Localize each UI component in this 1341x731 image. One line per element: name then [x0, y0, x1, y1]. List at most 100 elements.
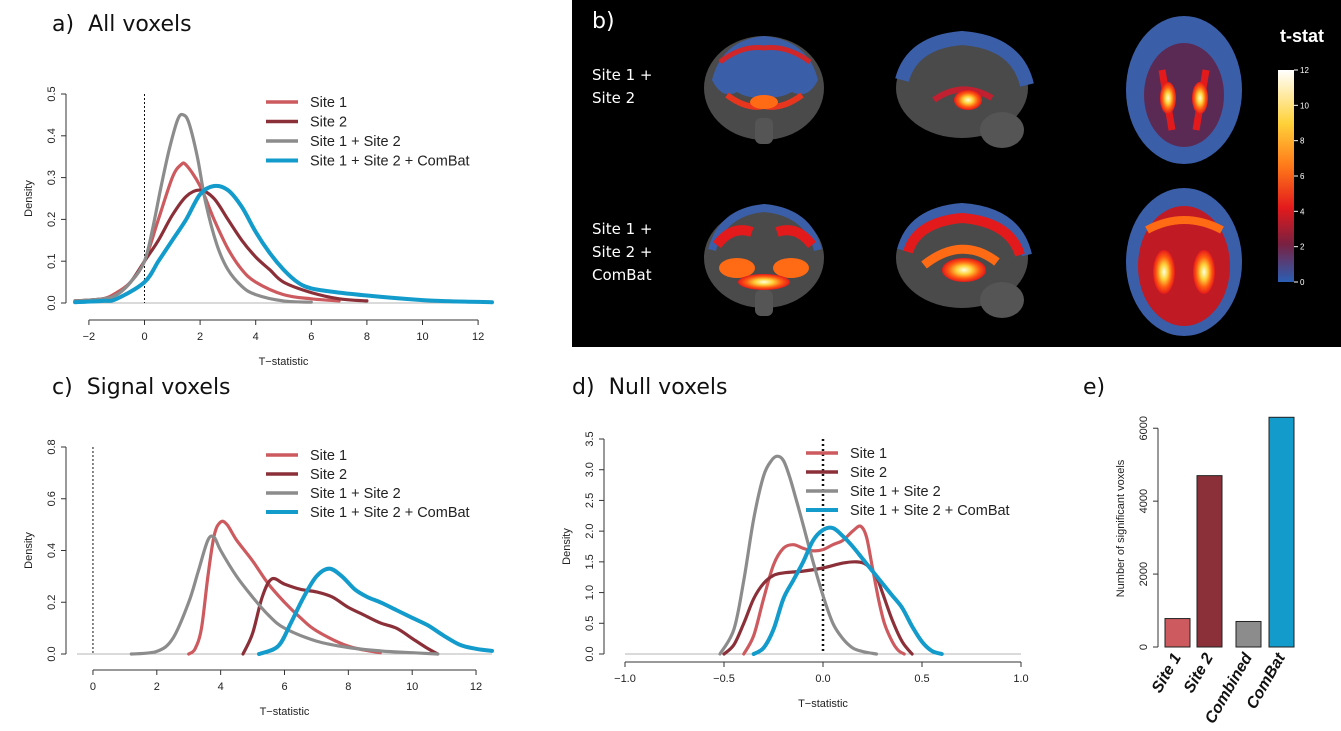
brain-row-1-label: Site 1 + Site 2 [592, 64, 652, 110]
panel-a-series-1-line [73, 161, 341, 303]
panel-a-legend-label-1: Site 1 [310, 95, 347, 111]
panel-b-label: b) [592, 9, 615, 34]
panel-c-x-tick-label: 12 [470, 681, 482, 693]
panel-d-x-tick-label: 0.0 [815, 673, 830, 685]
significant-voxels-bar-chart: 0 2000 4000 6000 Number of significant voxel… [1115, 416, 1295, 727]
panel-c-label: c) [52, 375, 73, 400]
panel-d-title: d) Null voxels [572, 375, 727, 400]
panel-c-x-tick-label: 2 [154, 681, 160, 693]
panel-d-legend-label-2: Site 2 [850, 465, 887, 481]
panel-a-label: a) [52, 12, 75, 37]
brain-row-2-label: Site 1 + Site 2 + ComBat [592, 218, 652, 287]
panel-e-y-tick-label: 0 [1138, 644, 1150, 650]
colorbar-title: t-stat [1280, 26, 1324, 46]
panel-c-title-text: Signal voxels [86, 375, 231, 400]
panel-c-series-1-line [187, 519, 382, 656]
panel-a-title: a) All voxels [52, 12, 192, 37]
brain-row-1-coronal [704, 36, 824, 144]
panel-a-y-tick-label: 0.1 [46, 254, 58, 269]
brain-row-2-line-3: ComBat [592, 266, 652, 284]
panel-c-y-axis-label: Density [23, 532, 35, 569]
panel-d-series-4-line [751, 525, 944, 656]
panel-a-legend-label-4: Site 1 + Site 2 + ComBat [310, 154, 470, 170]
panel-a-y-tick-label: 0.0 [46, 295, 58, 310]
panel-c-x-tick-label: 6 [281, 681, 287, 693]
colorbar-tick-label: 4 [1300, 207, 1305, 216]
panel-d-y-tick-label: 2.5 [584, 493, 596, 508]
panel-d-label: d) [572, 375, 595, 400]
panel-a-series-2-line [73, 188, 369, 303]
panel-c-title: c) Signal voxels [52, 375, 231, 400]
panel-a-series-4-line [73, 183, 494, 305]
panel-d-series-3-line [718, 454, 879, 656]
panel-a-title-text: All voxels [88, 12, 192, 37]
panel-e-y-axis-label: Number of significant voxels [1115, 459, 1127, 597]
panel-c-y-tick-label: 0.4 [46, 543, 58, 558]
panel-e-bar-combat [1268, 416, 1295, 648]
brain-maps-panel: b) Site 1 + Site 2 Site 1 + Site 2 + Com… [572, 0, 1341, 347]
panel-d-x-axis-label: T−statistic [798, 698, 848, 710]
panel-d-legend-label-1: Site 1 [850, 446, 887, 462]
brain-row-1-axial [1126, 16, 1242, 164]
panel-a-y-tick-label: 0.4 [46, 128, 58, 143]
panel-d-series-1-line [742, 524, 906, 656]
panel-a-x-tick-label: 2 [197, 331, 203, 343]
brain-row-1-sagittal [895, 30, 1034, 148]
colorbar [1278, 70, 1294, 282]
signal-voxels-chart: 0.0 0.2 0.4 0.6 0.8 0 2 4 6 8 10 12 T−statistic Densi… [23, 439, 494, 718]
brain-row-2-coronal [704, 203, 824, 316]
brain-row-1-line-2: Site 2 [592, 89, 636, 107]
brain-row-2-line-1: Site 1 + [592, 220, 653, 238]
panel-d-x-tick-label: −1.0 [614, 673, 636, 685]
panel-a-x-tick-label: 0 [141, 331, 147, 343]
panel-c-series-4-line [257, 566, 494, 656]
panel-c-legend-label-2: Site 2 [310, 467, 347, 483]
panel-d-legend-label-3: Site 1 + Site 2 [850, 484, 941, 500]
panel-d-y-tick-label: 1.5 [584, 554, 596, 569]
brain-row-2-line-2: Site 2 + [592, 243, 653, 261]
panel-a-x-tick-label: 6 [308, 331, 314, 343]
panel-d-y-tick-label: 0.5 [584, 616, 596, 631]
panel-c-y-tick-label: 0.6 [46, 491, 58, 506]
panel-e-bar-site-1 [1164, 618, 1191, 648]
panel-e-label: e) [1083, 375, 1106, 400]
panel-a-x-tick-label: 10 [416, 331, 428, 343]
panel-c-y-tick-label: 0.8 [46, 439, 58, 454]
panel-c-series-2-line [241, 576, 440, 656]
panel-a-y-tick-label: 0.5 [46, 86, 58, 101]
panel-d-legend-label-4: Site 1 + Site 2 + ComBat [850, 503, 1010, 519]
colorbar-tick-label: 12 [1300, 66, 1309, 75]
colorbar-tick-label: 8 [1300, 137, 1305, 146]
panel-d-x-tick-label: 1.0 [1013, 673, 1028, 685]
panel-a-x-tick-label: 8 [364, 331, 370, 343]
panel-d-y-tick-label: 3.0 [584, 462, 596, 477]
panel-a-x-tick-label: 4 [253, 331, 259, 343]
panel-e-bar-combined [1235, 620, 1262, 648]
panel-d-y-tick-label: 2.0 [584, 523, 596, 538]
panel-e-title: e) [1083, 375, 1105, 400]
panel-e-y-tick-label: 6000 [1138, 416, 1150, 440]
panel-d-series-2-line [722, 560, 914, 656]
brain-row-1-line-1: Site 1 + [592, 66, 653, 84]
panel-a-x-tick-label: 12 [472, 331, 484, 343]
panel-d-y-tick-label: 0.0 [584, 646, 596, 661]
panel-e-bar-site-2 [1196, 475, 1223, 648]
panel-e-category-label: Site 1 [1149, 650, 1185, 696]
panel-e-y-tick-label: 4000 [1138, 489, 1150, 513]
panel-d-y-tick-label: 1.0 [584, 585, 596, 600]
panel-c-y-tick-label: 0.2 [46, 595, 58, 610]
panel-a-legend-label-2: Site 2 [310, 115, 347, 131]
brain-slices: t-stat 12 10 8 6 4 2 0 [704, 16, 1324, 336]
panel-d-title-text: Null voxels [608, 375, 728, 400]
panel-a-y-tick-label: 0.3 [46, 170, 58, 185]
panel-c-legend-label-4: Site 1 + Site 2 + ComBat [310, 505, 470, 521]
colorbar-tick-label: 6 [1300, 172, 1305, 181]
panel-d-y-tick-label: 3.5 [584, 431, 596, 446]
colorbar-tick-label: 10 [1300, 101, 1309, 110]
panel-a-legend-label-3: Site 1 + Site 2 [310, 134, 401, 150]
panel-e-y-tick-label: 2000 [1138, 562, 1150, 586]
panel-c-x-axis-label: T−statistic [260, 706, 310, 718]
panel-c-y-tick-label: 0.0 [46, 646, 58, 661]
colorbar-tick-label: 2 [1300, 243, 1305, 252]
panel-c-legend-label-1: Site 1 [310, 448, 347, 464]
